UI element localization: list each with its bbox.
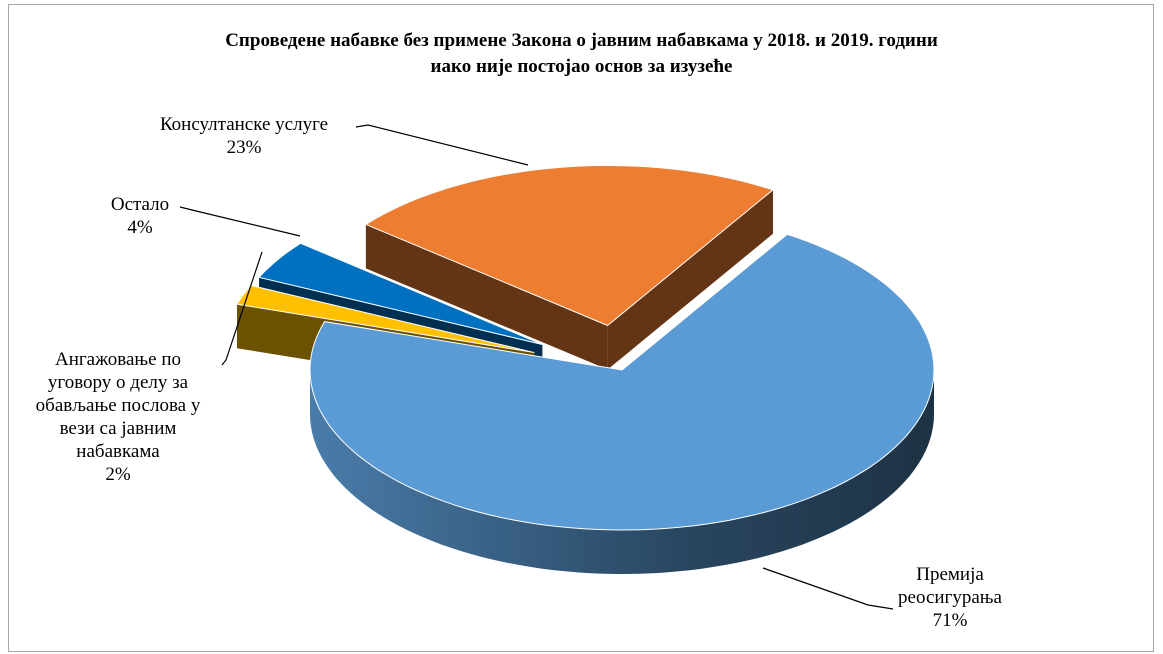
pie-slice-wall — [607, 189, 773, 370]
chart-title-line-1: Спроведене набавке без примене Закона о … — [225, 30, 938, 51]
pie-slice-top — [364, 165, 775, 327]
label-angazovanje: Ангажовање по уговору о делу за обављање… — [36, 348, 201, 486]
pie-slice-wall — [365, 224, 608, 370]
label-premija-line-1: Премија — [916, 564, 984, 585]
leader-line-premija — [762, 567, 894, 610]
pie-slice-side — [310, 370, 934, 574]
label-angazovanje-line-5: набавкама — [76, 441, 160, 462]
chart-title: Спроведене набавке без примене Закона о … — [0, 28, 1163, 80]
chart-title-line-2: иако није постојао основ за изузеће — [430, 56, 733, 77]
label-angazovanje-line-4: вези са јавним — [59, 418, 177, 439]
pie-slice-premija — [309, 233, 935, 574]
leader-line-angazovanje — [221, 251, 263, 366]
label-premija-line-2: реосигурања — [898, 587, 1002, 608]
label-angazovanje-line-1: Ангажовање по — [54, 349, 182, 370]
label-ostalo: Остало 4% — [111, 193, 169, 239]
pie-slice-konsultanske — [364, 165, 775, 370]
label-premija-percent: 71% — [932, 610, 968, 631]
leader-line-konsultanske — [355, 124, 529, 166]
label-ostalo-line-1: Остало — [110, 194, 170, 215]
label-konsultanske-line-1: Консултанске услуге — [159, 114, 329, 135]
label-angazovanje-line-3: обављање послова у — [35, 395, 201, 416]
label-angazovanje-line-2: уговору о делу за — [47, 372, 189, 393]
label-konsultanske-percent: 23% — [226, 137, 262, 158]
label-konsultanske: Консултанске услуге 23% — [160, 113, 328, 159]
label-premija: Премија реосигурања 71% — [898, 563, 1002, 632]
leader-line-ostalo — [179, 206, 301, 237]
label-angazovanje-percent: 2% — [105, 464, 131, 485]
pie-slice-top — [258, 242, 543, 345]
pie-slice-top — [309, 233, 935, 531]
label-ostalo-percent: 4% — [127, 217, 153, 238]
